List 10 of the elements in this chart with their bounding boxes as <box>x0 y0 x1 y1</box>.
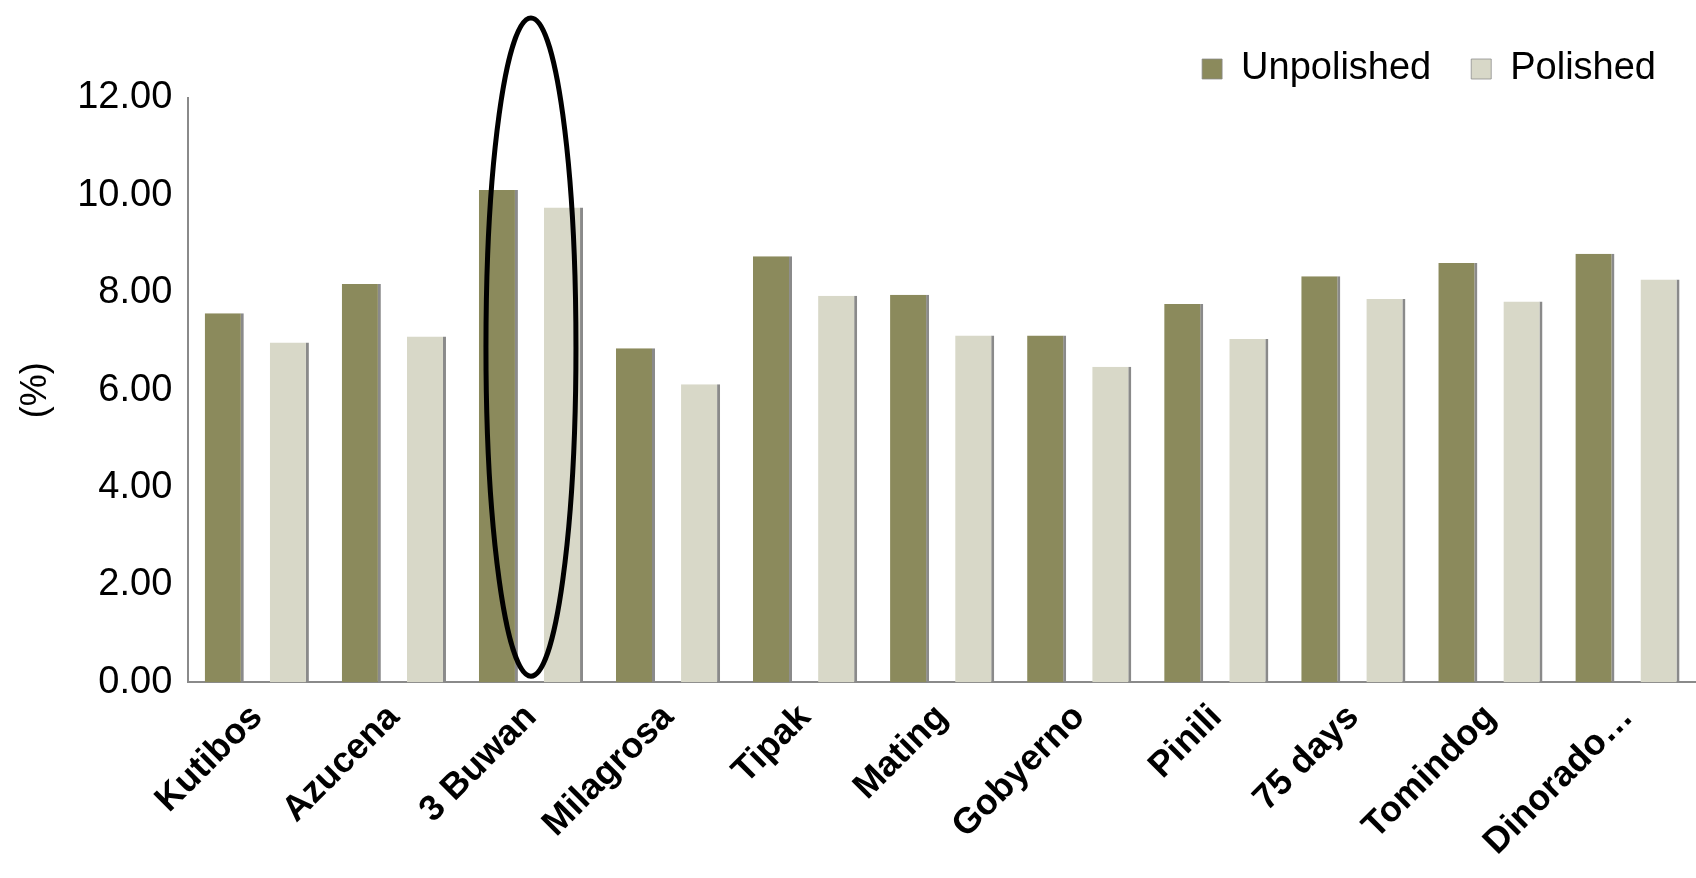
y-tick-label: 8.00 <box>98 269 173 312</box>
y-axis-title: (%) <box>12 362 54 419</box>
legend-label: Unpolished <box>1241 45 1432 88</box>
y-tick-label: 6.00 <box>98 366 173 409</box>
y-tick-label: 0.00 <box>98 658 173 701</box>
legend-label: Polished <box>1510 45 1656 88</box>
y-tick-label: 2.00 <box>98 561 173 604</box>
y-tick-label: 4.00 <box>98 464 173 506</box>
y-tick-label: 10.00 <box>77 171 173 214</box>
y-tick-label: 12.00 <box>77 74 173 117</box>
